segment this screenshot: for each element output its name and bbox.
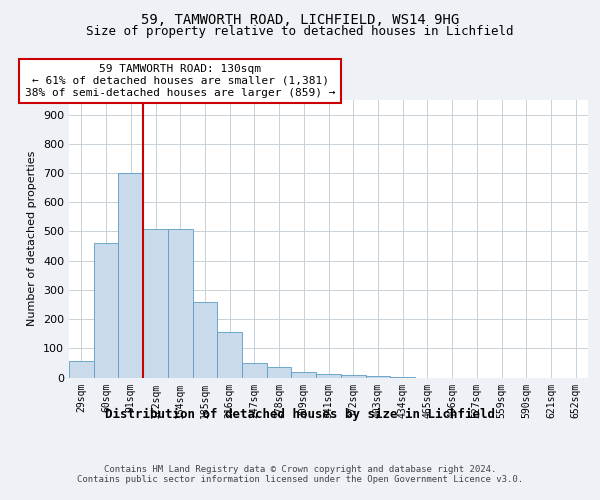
Text: Size of property relative to detached houses in Lichfield: Size of property relative to detached ho… — [86, 25, 514, 38]
Bar — [242, 363, 267, 378]
Bar — [193, 302, 217, 378]
Bar — [365, 376, 390, 378]
Bar — [292, 372, 316, 378]
Bar — [390, 376, 415, 378]
Bar — [316, 374, 341, 378]
Text: 59 TAMWORTH ROAD: 130sqm
← 61% of detached houses are smaller (1,381)
38% of sem: 59 TAMWORTH ROAD: 130sqm ← 61% of detach… — [25, 64, 335, 98]
Bar — [217, 332, 242, 378]
Y-axis label: Number of detached properties: Number of detached properties — [28, 151, 37, 326]
Bar — [143, 228, 168, 378]
Text: 59, TAMWORTH ROAD, LICHFIELD, WS14 9HG: 59, TAMWORTH ROAD, LICHFIELD, WS14 9HG — [141, 12, 459, 26]
Text: Distribution of detached houses by size in Lichfield: Distribution of detached houses by size … — [105, 408, 495, 420]
Bar — [69, 362, 94, 378]
Bar — [341, 374, 365, 378]
Text: Contains HM Land Registry data © Crown copyright and database right 2024.
Contai: Contains HM Land Registry data © Crown c… — [77, 465, 523, 484]
Bar — [267, 368, 292, 378]
Bar — [168, 228, 193, 378]
Bar — [94, 243, 118, 378]
Bar — [118, 173, 143, 378]
